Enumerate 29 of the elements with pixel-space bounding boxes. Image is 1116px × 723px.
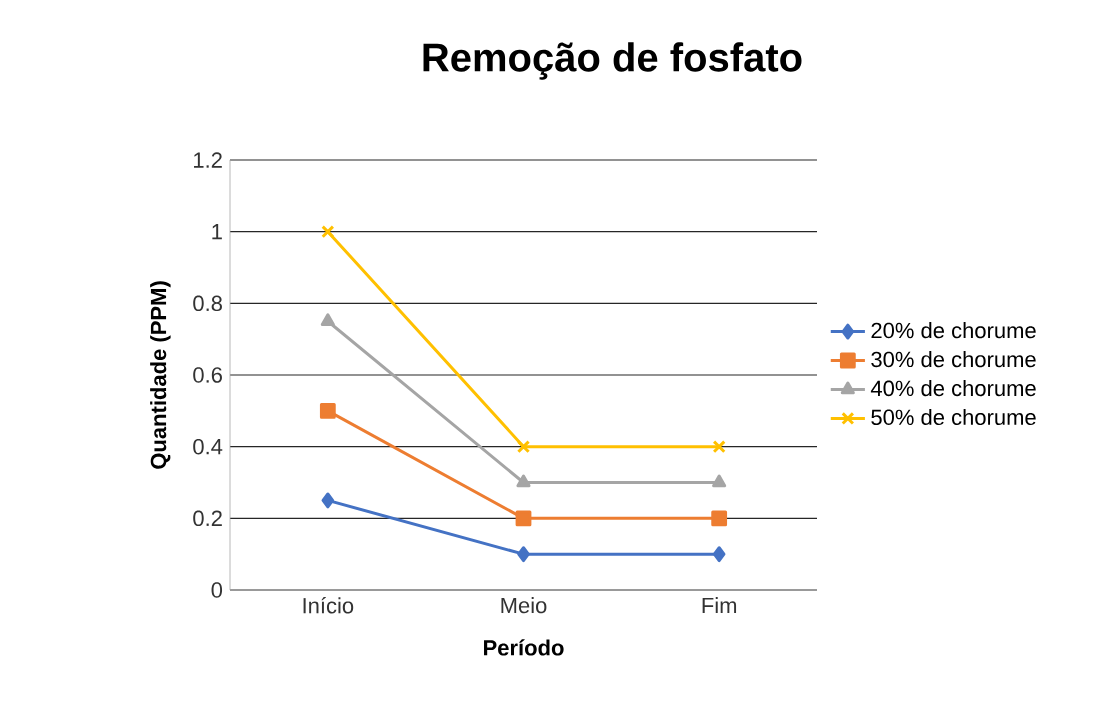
x-tick-label: Fim [702,597,737,613]
legend-label: 30% de chorume [871,351,1036,368]
legend-label: 50% de chorume [871,408,1036,426]
point [712,546,726,563]
point [517,546,530,563]
point [320,313,335,326]
point [321,492,335,509]
point [516,440,531,454]
point [321,225,335,239]
y-tick-label: 0.6 [193,367,222,383]
y-tick-label: 1 [212,224,222,240]
y-tick-label: 0 [211,582,223,598]
point [712,440,726,454]
y-tick-label: 1.2 [194,152,222,168]
legend-label: 20% de chorume [871,322,1036,339]
y-tick-label: 0.2 [193,510,222,527]
chart-title: Remoção de fosfato [423,42,802,80]
point [516,474,531,488]
legend-label: 40% de chorume [870,380,1036,397]
y-tick-label: 0.4 [193,438,223,455]
y-tick-label: 0.8 [193,295,222,312]
point [319,402,336,419]
point [711,510,728,527]
x-tick-label: Início [303,597,354,614]
x-tick-label: Meio [501,597,547,614]
y-axis-title: Quantidade (PPM) [150,281,171,469]
point [712,474,727,488]
point [515,510,532,527]
x-axis-title: Período [484,639,564,656]
